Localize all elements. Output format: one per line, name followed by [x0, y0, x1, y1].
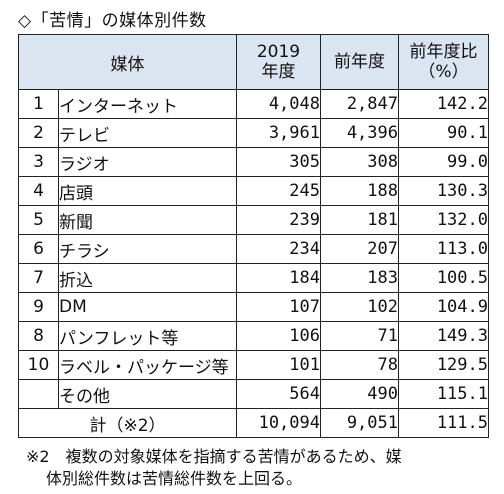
row-number: 6 — [18, 234, 59, 264]
count-2019: 234 — [236, 234, 321, 264]
media-complaint-table: 媒体 2019 年度 前年度 前年度比 （%） 1 インターネット 4,048 2,8… — [18, 34, 489, 438]
count-prev-year: 71 — [320, 321, 399, 351]
count-2019: 564 — [236, 379, 321, 409]
table-row: 10 ラベル・パッケージ等 101 78 129.5 — [18, 350, 489, 380]
ratio-value: 132.0 — [398, 205, 489, 235]
ratio-value: 100.5 — [398, 263, 489, 293]
ratio-value: 142.2 — [398, 89, 489, 119]
header-ratio-unit: （%） — [418, 62, 469, 82]
table-row: 2 テレビ 3,961 4,396 90.1 — [18, 118, 489, 148]
media-name: チラシ — [58, 234, 237, 264]
count-prev-year: 78 — [320, 350, 399, 380]
table-row: その他 564 490 115.1 — [18, 379, 489, 409]
row-number: 2 — [18, 118, 59, 148]
media-name: パンフレット等 — [58, 321, 237, 351]
media-name: テレビ — [58, 118, 237, 148]
table-title: ◇「苦情」の媒体別件数 — [18, 11, 207, 31]
count-2019: 101 — [236, 350, 321, 380]
media-name: その他 — [58, 379, 237, 409]
table-row: 4 店頭 245 188 130.3 — [18, 176, 489, 206]
row-number: 4 — [18, 176, 59, 206]
total-prev: 9,051 — [320, 408, 399, 438]
footnote-line2: 体別総件数は苦情総件数を上回る。 — [46, 469, 303, 488]
row-number: 5 — [18, 205, 59, 235]
table-row: 6 チラシ 234 207 113.0 — [18, 234, 489, 264]
table-body: 1 インターネット 4,048 2,847 142.2 2 テレビ 3,961 4,396 90.… — [18, 89, 489, 409]
row-number: 7 — [18, 263, 59, 293]
count-prev-year: 188 — [320, 176, 399, 206]
count-2019: 107 — [236, 292, 321, 322]
media-name: 新聞 — [58, 205, 237, 235]
row-number — [18, 379, 59, 409]
count-prev-year: 183 — [320, 263, 399, 293]
media-name: ラジオ — [58, 147, 237, 177]
ratio-value: 99.0 — [398, 147, 489, 177]
count-2019: 239 — [236, 205, 321, 235]
count-2019: 245 — [236, 176, 321, 206]
header-ratio: 前年度比 （%） — [398, 34, 489, 90]
total-2019: 10,094 — [236, 408, 321, 438]
count-prev-year: 490 — [320, 379, 399, 409]
ratio-value: 104.9 — [398, 292, 489, 322]
header-2019-suffix: 年度 — [261, 62, 296, 82]
row-number: 1 — [18, 89, 59, 119]
table-row: 1 インターネット 4,048 2,847 142.2 — [18, 89, 489, 119]
media-name: 店頭 — [58, 176, 237, 206]
media-name: DM — [58, 292, 237, 322]
total-label: 計（※2） — [18, 408, 237, 438]
table-row: 7 折込 184 183 100.5 — [18, 263, 489, 293]
ratio-value: 129.5 — [398, 350, 489, 380]
total-ratio: 111.5 — [398, 408, 489, 438]
row-number: 3 — [18, 147, 59, 177]
header-media: 媒体 — [18, 34, 237, 90]
table-row: 5 新聞 239 181 132.0 — [18, 205, 489, 235]
row-number: 8 — [18, 321, 59, 351]
count-2019: 106 — [236, 321, 321, 351]
count-prev-year: 4,396 — [320, 118, 399, 148]
header-row: 媒体 2019 年度 前年度 前年度比 （%） — [18, 34, 489, 90]
count-2019: 3,961 — [236, 118, 321, 148]
total-row: 計（※2） 10,094 9,051 111.5 — [18, 408, 489, 438]
count-prev-year: 181 — [320, 205, 399, 235]
count-2019: 4,048 — [236, 89, 321, 119]
count-2019: 305 — [236, 147, 321, 177]
row-number: 10 — [18, 350, 59, 380]
row-number: 9 — [18, 292, 59, 322]
header-ratio-label: 前年度比 — [409, 42, 478, 62]
count-prev-year: 207 — [320, 234, 399, 264]
count-prev-year: 308 — [320, 147, 399, 177]
ratio-value: 90.1 — [398, 118, 489, 148]
header-prev-year: 前年度 — [320, 34, 399, 90]
media-name: ラベル・パッケージ等 — [58, 350, 237, 380]
table-row: 8 パンフレット等 106 71 149.3 — [18, 321, 489, 351]
count-prev-year: 102 — [320, 292, 399, 322]
table-row: 3 ラジオ 305 308 99.0 — [18, 147, 489, 177]
ratio-value: 113.0 — [398, 234, 489, 264]
header-2019-year: 2019 — [256, 42, 301, 62]
ratio-value: 115.1 — [398, 379, 489, 409]
header-2019: 2019 年度 — [236, 34, 321, 90]
footnote-line1: ※2 複数の対象媒体を指摘する苦情があるため、媒 — [26, 447, 402, 466]
table-row: 9 DM 107 102 104.9 — [18, 292, 489, 322]
count-2019: 184 — [236, 263, 321, 293]
media-name: インターネット — [58, 89, 237, 119]
media-name: 折込 — [58, 263, 237, 293]
ratio-value: 149.3 — [398, 321, 489, 351]
count-prev-year: 2,847 — [320, 89, 399, 119]
ratio-value: 130.3 — [398, 176, 489, 206]
footnote: ※2 複数の対象媒体を指摘する苦情があるため、媒 体別総件数は苦情総件数を上回る… — [26, 446, 496, 490]
